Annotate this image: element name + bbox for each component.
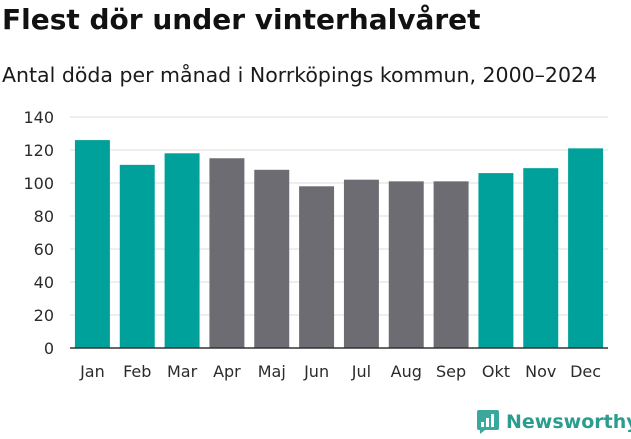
bar-jan <box>74 140 110 348</box>
bar-jul <box>343 179 379 348</box>
x-tick-label: Dec <box>570 362 601 381</box>
bar-mar <box>164 153 200 348</box>
x-tick-label: Aug <box>391 362 422 381</box>
x-tick-label: Mar <box>167 362 198 381</box>
chart-title: Flest dör under vinterhalvåret <box>2 3 481 36</box>
bar-nov <box>523 168 559 348</box>
y-tick-label: 20 <box>34 306 54 325</box>
newsworthy-logo-icon <box>477 410 499 434</box>
newsworthy-logo: Newsworthy <box>476 407 631 437</box>
y-tick-label: 100 <box>23 174 54 193</box>
bar-jun <box>299 186 335 348</box>
bar-feb <box>119 164 155 348</box>
chart-subtitle: Antal döda per månad i Norrköpings kommu… <box>2 63 598 87</box>
x-tick-label: Okt <box>482 362 510 381</box>
x-tick-label: Feb <box>123 362 151 381</box>
bar-maj <box>254 169 290 348</box>
x-tick-label: Maj <box>258 362 286 381</box>
y-tick-label: 120 <box>23 141 54 160</box>
x-tick-label: Sep <box>436 362 466 381</box>
y-tick-label: 0 <box>44 339 54 358</box>
newsworthy-logo-text: Newsworthy <box>506 411 631 433</box>
bar-sep <box>433 181 469 348</box>
bar-aug <box>388 181 424 348</box>
y-tick-label: 140 <box>23 108 54 127</box>
y-tick-label: 60 <box>34 240 54 259</box>
x-tick-label: Jan <box>79 362 105 381</box>
x-tick-label: Nov <box>525 362 556 381</box>
x-tick-label: Apr <box>213 362 241 381</box>
x-tick-label: Jun <box>303 362 329 381</box>
bar-okt <box>478 173 514 348</box>
y-tick-label: 40 <box>34 273 54 292</box>
bar-dec <box>568 148 604 348</box>
x-tick-label: Jul <box>351 362 371 381</box>
y-tick-label: 80 <box>34 207 54 226</box>
bar-apr <box>209 158 245 348</box>
bar-chart: 0 20 40 60 80 100 120 140 Jan Feb Mar Apr Maj Jun Jul A… <box>23 108 608 381</box>
